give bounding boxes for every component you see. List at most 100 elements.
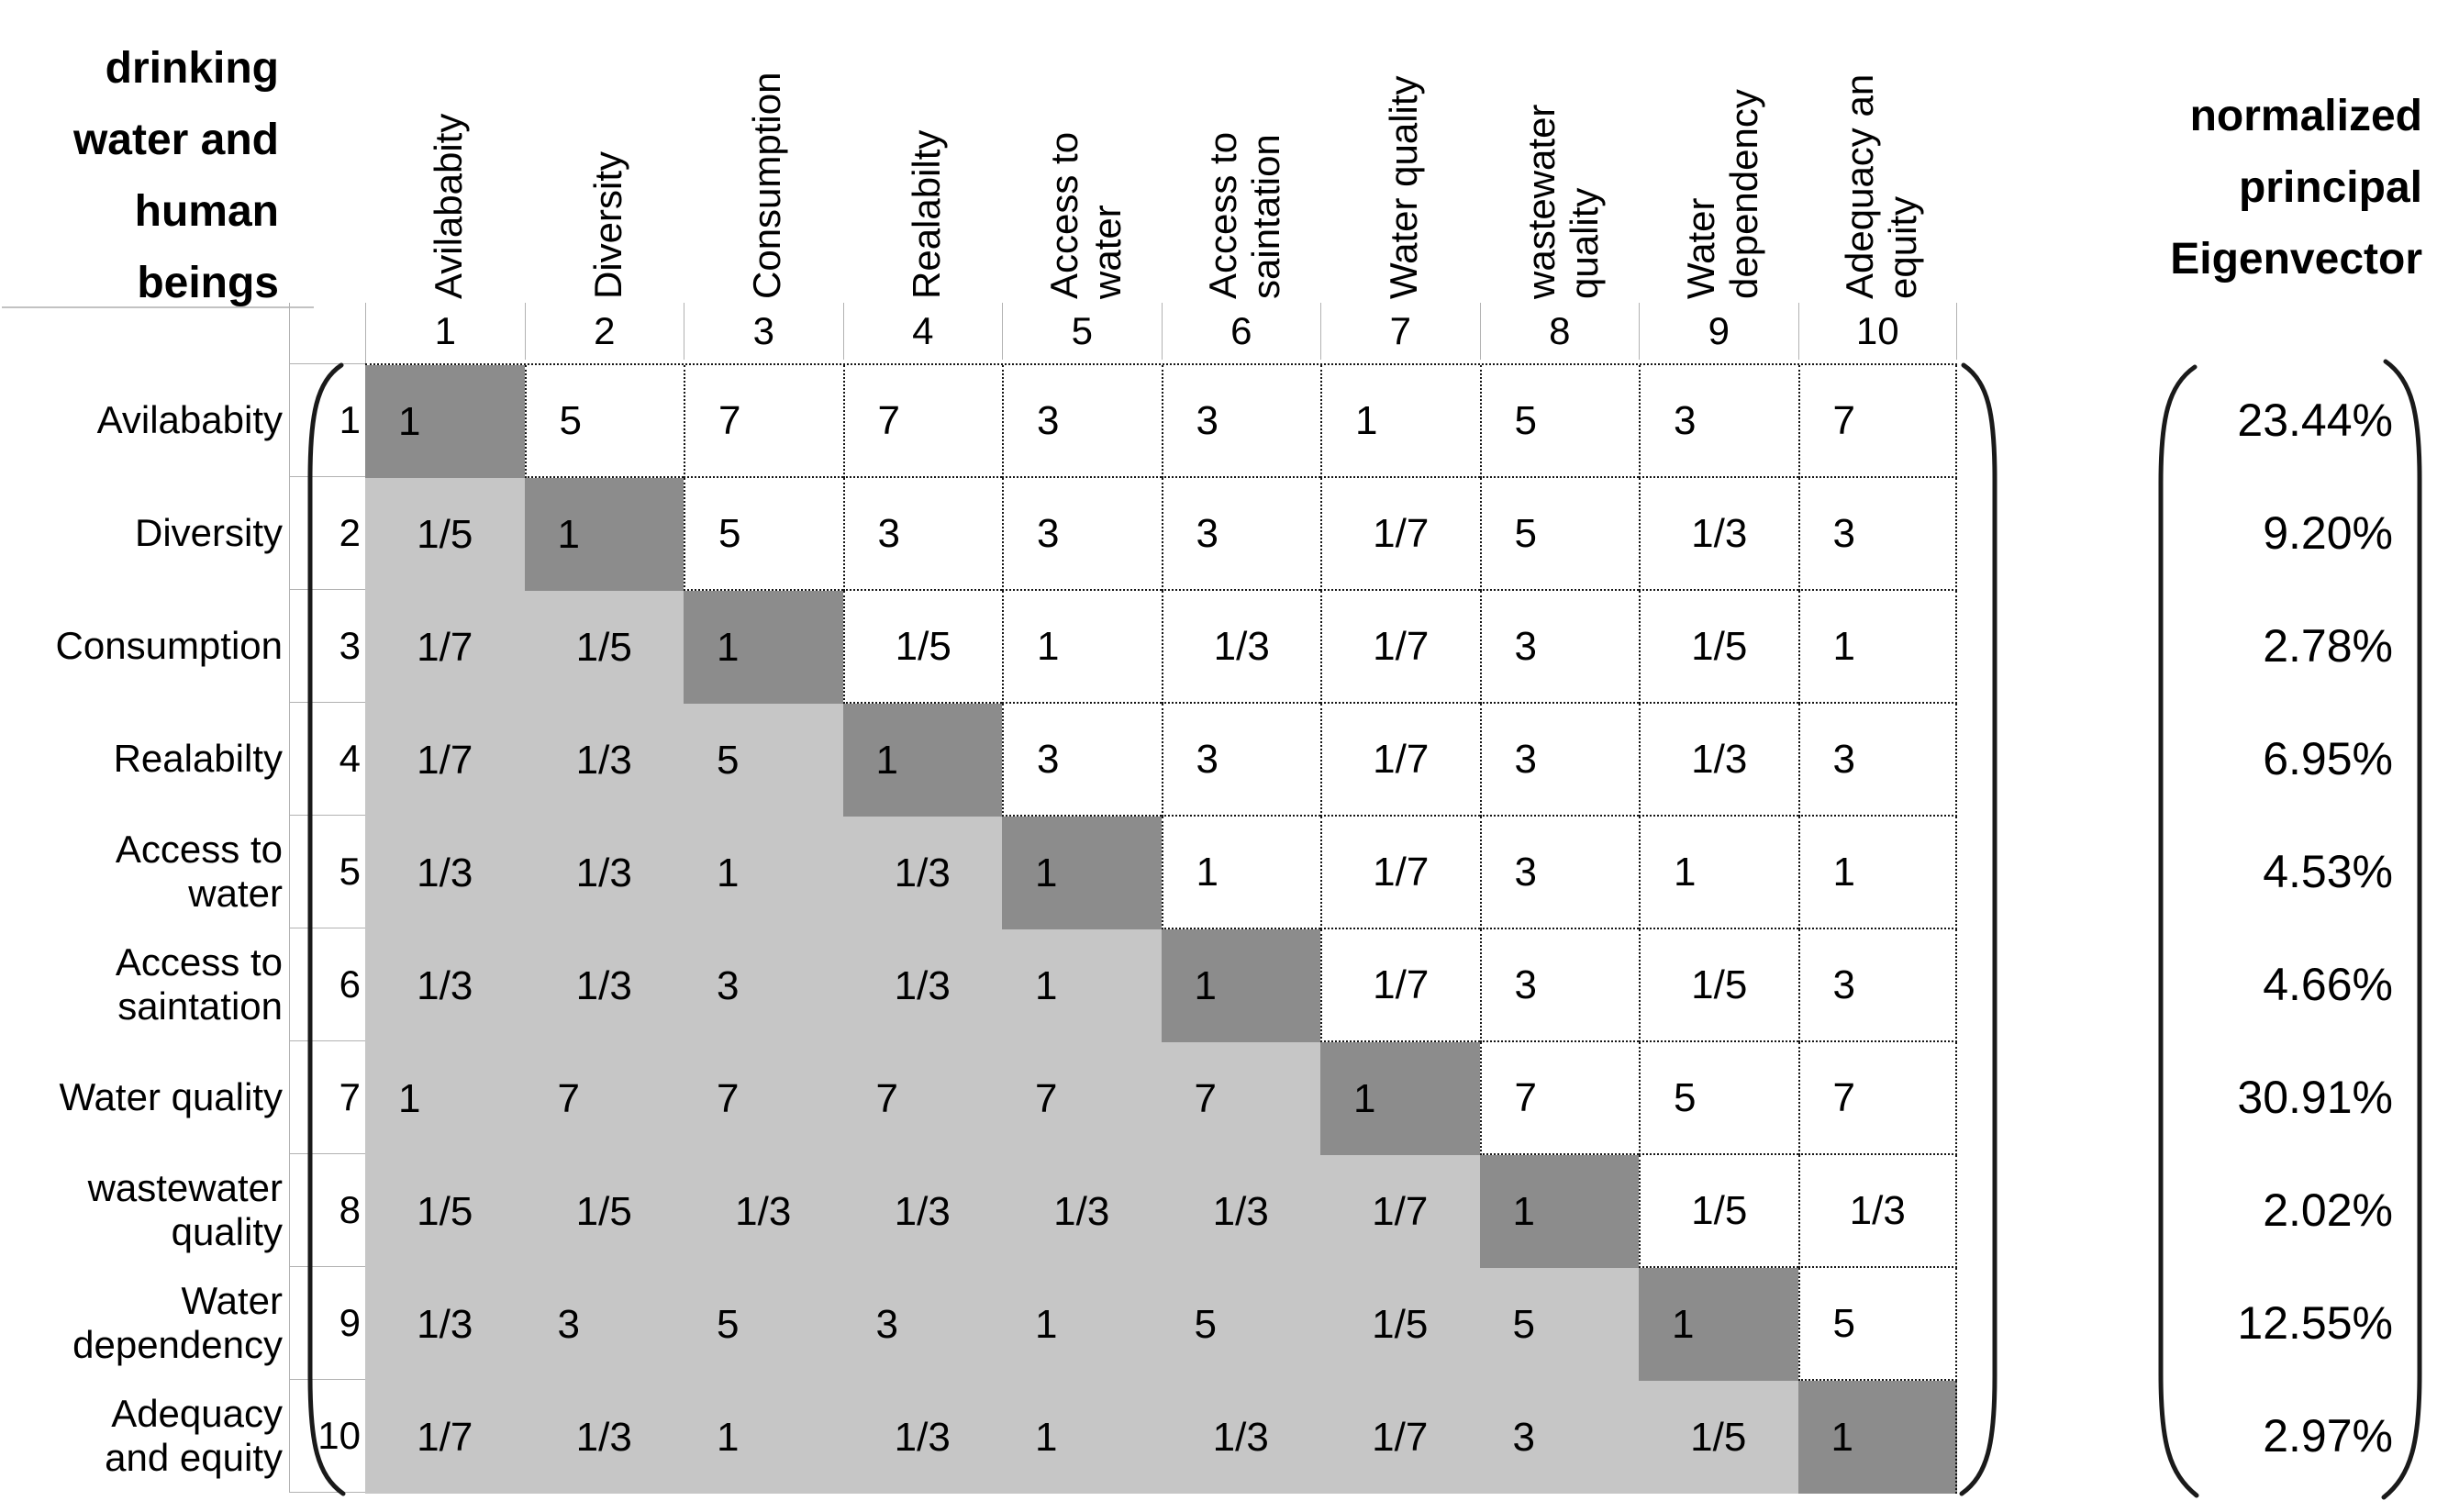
matrix-cell-r8-c5: 1/3 <box>1002 1155 1162 1268</box>
matrix-cell-r4-c10: 3 <box>1797 704 1957 817</box>
matrix-cell-r3-c8: 3 <box>1479 591 1639 704</box>
row-label-10: Adequacy and equity <box>105 1391 283 1479</box>
matrix-cell-r6-c10: 3 <box>1797 929 1957 1042</box>
matrix-cell-r9-c8: 5 <box>1479 1268 1639 1381</box>
matrix-cell-r3-c4: 1/5 <box>842 591 1002 704</box>
row-label-7: Water quality <box>59 1074 283 1118</box>
matrix-cell-r5-c9: 1 <box>1639 817 1798 929</box>
eigenvector-value-10: 2.97% <box>2263 1409 2393 1462</box>
gridline <box>289 1153 365 1154</box>
matrix-cell-r3-c7: 1/7 <box>1320 591 1480 704</box>
matrix-cell-r1-c3: 7 <box>684 365 843 478</box>
matrix-cell-r1-c5: 3 <box>1002 365 1162 478</box>
matrix-cell-r2-c5: 3 <box>1002 478 1162 591</box>
row-index-6: 6 <box>339 962 361 1006</box>
matrix-cell-r2-c9: 1/3 <box>1639 478 1798 591</box>
matrix-right-paren <box>1959 362 1997 1496</box>
matrix-cell-r8-c3: 1/3 <box>684 1155 843 1268</box>
row-index-7: 7 <box>339 1074 361 1118</box>
gridline <box>289 815 365 816</box>
matrix-cell-r8-c1: 1/5 <box>365 1155 525 1268</box>
row-index-2: 2 <box>339 510 361 554</box>
col-header-4: Realabilty <box>904 129 948 299</box>
matrix-cell-r3-c9: 1/5 <box>1639 591 1798 704</box>
matrix-cell-r10-c8: 3 <box>1479 1381 1639 1494</box>
matrix-cell-r5-c5: 1 <box>1002 817 1162 929</box>
matrix-cell-r1-c1: 1 <box>365 365 525 478</box>
matrix-cell-r2-c3: 5 <box>684 478 843 591</box>
matrix-cell-r9-c1: 1/3 <box>365 1268 525 1381</box>
col-index-6: 6 <box>1161 303 1321 360</box>
matrix-cell-r9-c7: 1/5 <box>1320 1268 1480 1381</box>
matrix-cell-r2-c1: 1/5 <box>365 478 525 591</box>
gridline <box>289 1266 365 1267</box>
matrix-cell-r1-c8: 5 <box>1479 365 1639 478</box>
gridline <box>289 1379 365 1380</box>
eigenvector-header: normalized principal Eigenvector <box>2170 92 2422 284</box>
matrix-cell-r9-c6: 5 <box>1161 1268 1320 1381</box>
col-header-9: Water dependency <box>1678 89 1765 299</box>
matrix-cell-r4-c7: 1/7 <box>1320 704 1480 817</box>
matrix-cell-r6-c7: 1/7 <box>1320 929 1480 1042</box>
matrix-cell-r2-c10: 3 <box>1797 478 1957 591</box>
col-index-1: 1 <box>365 303 525 360</box>
matrix-cell-r8-c7: 1/7 <box>1320 1155 1480 1268</box>
matrix-cell-r7-c2: 7 <box>524 1042 684 1155</box>
eigenvector-value-9: 12.55% <box>2237 1296 2393 1349</box>
matrix-cell-r10-c6: 1/3 <box>1161 1381 1320 1494</box>
matrix-cell-r9-c2: 3 <box>524 1268 684 1381</box>
row-label-9: Water dependency <box>72 1278 283 1366</box>
row-label-4: Realabilty <box>113 736 283 780</box>
eigenvector-value-7: 30.91% <box>2237 1071 2393 1123</box>
matrix-cell-r1-c2: 5 <box>524 365 684 478</box>
matrix-cell-r9-c5: 1 <box>1002 1268 1162 1381</box>
matrix-cell-r9-c10: 5 <box>1797 1268 1957 1381</box>
row-index-4: 4 <box>339 736 361 780</box>
col-header-7: Water quality <box>1382 75 1426 299</box>
matrix-cell-r3-c1: 1/7 <box>365 591 525 704</box>
matrix-cell-r10-c3: 1 <box>684 1381 843 1494</box>
matrix-cell-r2-c6: 3 <box>1161 478 1320 591</box>
gridline <box>289 363 365 364</box>
col-index-2: 2 <box>524 303 684 360</box>
matrix-cell-r1-c9: 3 <box>1639 365 1798 478</box>
eigenvector-value-1: 23.44% <box>2237 394 2393 446</box>
col-header-10: Adequacy an equity <box>1838 73 1925 299</box>
matrix-cell-r3-c6: 1/3 <box>1161 591 1320 704</box>
eigenvector-value-5: 4.53% <box>2263 845 2393 897</box>
col-header-3: Consumption <box>745 72 789 299</box>
row-label-1: Avilababity <box>96 397 283 441</box>
matrix-cell-r8-c10: 1/3 <box>1797 1155 1957 1268</box>
matrix-cell-r8-c9: 1/5 <box>1639 1155 1798 1268</box>
matrix-cell-r10-c7: 1/7 <box>1320 1381 1480 1494</box>
matrix-cell-r7-c5: 7 <box>1002 1042 1162 1155</box>
eigenvector-value-2: 9.20% <box>2263 506 2393 559</box>
eigenvector-value-4: 6.95% <box>2263 732 2393 784</box>
matrix-cell-r7-c6: 7 <box>1161 1042 1320 1155</box>
gridline <box>289 702 365 703</box>
col-index-4: 4 <box>842 303 1003 360</box>
comparison-matrix-grid: 1 5 7 7 3 3 1 5 3 7 1/5 1 5 3 3 3 1/7 5 1/3 3 1/7 1/5 1 1/5 1 1/3… <box>365 363 1957 1494</box>
matrix-cell-r5-c2: 1/3 <box>524 817 684 929</box>
matrix-cell-r2-c2: 1 <box>524 478 684 591</box>
matrix-cell-r9-c9: 1 <box>1639 1268 1798 1381</box>
matrix-cell-r3-c10: 1 <box>1797 591 1957 704</box>
matrix-cell-r10-c9: 1/5 <box>1639 1381 1798 1494</box>
matrix-cell-r7-c3: 7 <box>684 1042 843 1155</box>
matrix-cell-r5-c8: 3 <box>1479 817 1639 929</box>
matrix-cell-r7-c4: 7 <box>842 1042 1002 1155</box>
row-label-6: Access to saintation <box>115 939 283 1028</box>
row-index-8: 8 <box>339 1187 361 1231</box>
gridline <box>289 303 290 1492</box>
col-index-5: 5 <box>1002 303 1162 360</box>
matrix-cell-r7-c7: 1 <box>1320 1042 1480 1155</box>
col-index-8: 8 <box>1479 303 1640 360</box>
matrix-cell-r1-c7: 1 <box>1320 365 1480 478</box>
matrix-cell-r9-c3: 5 <box>684 1268 843 1381</box>
matrix-cell-r10-c1: 1/7 <box>365 1381 525 1494</box>
matrix-cell-r8-c6: 1/3 <box>1161 1155 1320 1268</box>
title-underline <box>2 306 314 308</box>
col-header-2: Diversity <box>585 150 629 299</box>
matrix-cell-r6-c1: 1/3 <box>365 929 525 1042</box>
